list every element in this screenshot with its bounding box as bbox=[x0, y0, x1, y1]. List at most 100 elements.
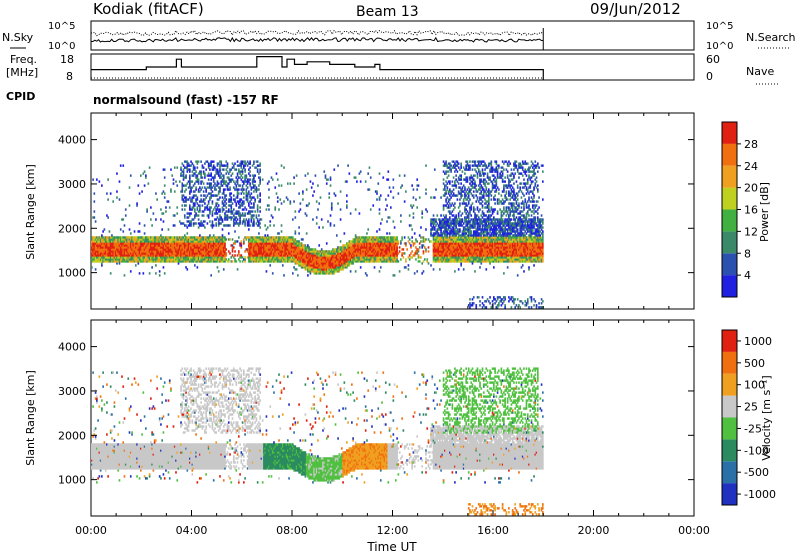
power-cell bbox=[259, 226, 261, 229]
power-cell bbox=[146, 244, 148, 247]
power-cell bbox=[157, 258, 160, 261]
power-cell bbox=[118, 248, 121, 251]
power-cell bbox=[222, 238, 225, 241]
power-cell bbox=[222, 260, 225, 263]
power-cell bbox=[118, 256, 121, 259]
power-cell bbox=[280, 202, 283, 205]
power-cell bbox=[162, 190, 165, 193]
power-cell bbox=[320, 218, 323, 221]
power-cell bbox=[109, 254, 112, 257]
power-cell bbox=[172, 256, 175, 259]
power-cell bbox=[99, 256, 102, 259]
power-cell bbox=[146, 236, 148, 239]
power-cell bbox=[138, 272, 141, 275]
power-cell bbox=[137, 260, 140, 263]
power-cell bbox=[187, 212, 190, 215]
power-cell bbox=[97, 248, 99, 251]
power-cell bbox=[206, 160, 209, 163]
power-cell bbox=[160, 246, 162, 249]
power-cell bbox=[116, 196, 118, 199]
power-cell bbox=[229, 238, 231, 241]
power-cell bbox=[181, 250, 184, 253]
power-cell bbox=[215, 242, 218, 245]
power-cell bbox=[112, 252, 115, 255]
power-cell bbox=[222, 204, 225, 207]
power-cell bbox=[249, 238, 251, 241]
power-cell bbox=[209, 254, 211, 257]
power-cell bbox=[258, 240, 260, 243]
power-cell bbox=[188, 246, 191, 249]
power-cell bbox=[459, 228, 461, 231]
power-cell bbox=[227, 232, 230, 235]
power-cell bbox=[197, 248, 200, 251]
power-cell bbox=[113, 258, 116, 261]
power-cell bbox=[181, 204, 184, 207]
power-cell bbox=[246, 160, 249, 163]
power-cell bbox=[173, 224, 176, 227]
power-cell bbox=[192, 260, 195, 263]
power-cell bbox=[234, 162, 236, 165]
power-cell bbox=[259, 170, 261, 173]
power-cell bbox=[93, 236, 96, 239]
power-cell bbox=[240, 256, 243, 259]
power-cell bbox=[206, 248, 209, 251]
power-cell bbox=[217, 270, 220, 273]
power-cell bbox=[209, 206, 211, 209]
power-cell bbox=[201, 236, 204, 239]
power-cell bbox=[98, 252, 101, 255]
power-cell bbox=[168, 252, 171, 255]
power-cell bbox=[187, 248, 190, 251]
power-cell bbox=[157, 238, 160, 241]
power-cell bbox=[155, 272, 157, 275]
power-cell bbox=[230, 178, 233, 181]
power-cell bbox=[405, 258, 407, 261]
power-cell bbox=[178, 244, 181, 247]
power-cell bbox=[187, 244, 190, 247]
power-cell bbox=[234, 254, 236, 257]
power-cell bbox=[386, 232, 388, 235]
power-cell bbox=[226, 224, 229, 227]
power-cell bbox=[205, 258, 207, 261]
power-cell bbox=[183, 224, 186, 227]
power-cell bbox=[186, 246, 189, 249]
power-cell bbox=[160, 256, 162, 259]
power-cell bbox=[156, 254, 158, 257]
power-cell bbox=[188, 190, 191, 193]
power-cell bbox=[160, 244, 162, 247]
power-cell bbox=[192, 168, 195, 171]
power-cell bbox=[205, 256, 207, 259]
power-cell bbox=[258, 244, 260, 247]
power-cell bbox=[400, 214, 402, 217]
power-cell bbox=[91, 248, 93, 251]
power-cell bbox=[107, 246, 109, 249]
power-cell bbox=[161, 246, 164, 249]
power-cell bbox=[103, 248, 106, 251]
power-cell bbox=[263, 240, 265, 243]
power-cell bbox=[134, 246, 137, 249]
power-cell bbox=[106, 260, 108, 263]
power-cell bbox=[196, 166, 199, 169]
power-cell bbox=[102, 244, 104, 247]
power-cell bbox=[253, 184, 255, 187]
power-cell bbox=[279, 198, 282, 201]
power-cell bbox=[260, 238, 263, 241]
power-cell bbox=[176, 212, 179, 215]
power-cell bbox=[205, 240, 207, 243]
power-cell bbox=[244, 212, 246, 215]
power-cell bbox=[225, 210, 228, 213]
power-cell bbox=[280, 224, 283, 227]
power-cell bbox=[212, 166, 215, 169]
power-cell bbox=[106, 240, 108, 243]
power-cell bbox=[121, 254, 123, 257]
power-cell bbox=[219, 236, 221, 239]
power-cell bbox=[249, 258, 251, 261]
power-cell bbox=[220, 180, 223, 183]
power-cell bbox=[216, 252, 219, 255]
power-cell bbox=[128, 250, 131, 253]
power-cell bbox=[240, 162, 243, 165]
power-cell bbox=[96, 244, 98, 247]
power-cell bbox=[244, 260, 246, 263]
power-cell bbox=[207, 240, 210, 243]
power-cell bbox=[101, 238, 103, 241]
power-cell bbox=[190, 220, 192, 223]
